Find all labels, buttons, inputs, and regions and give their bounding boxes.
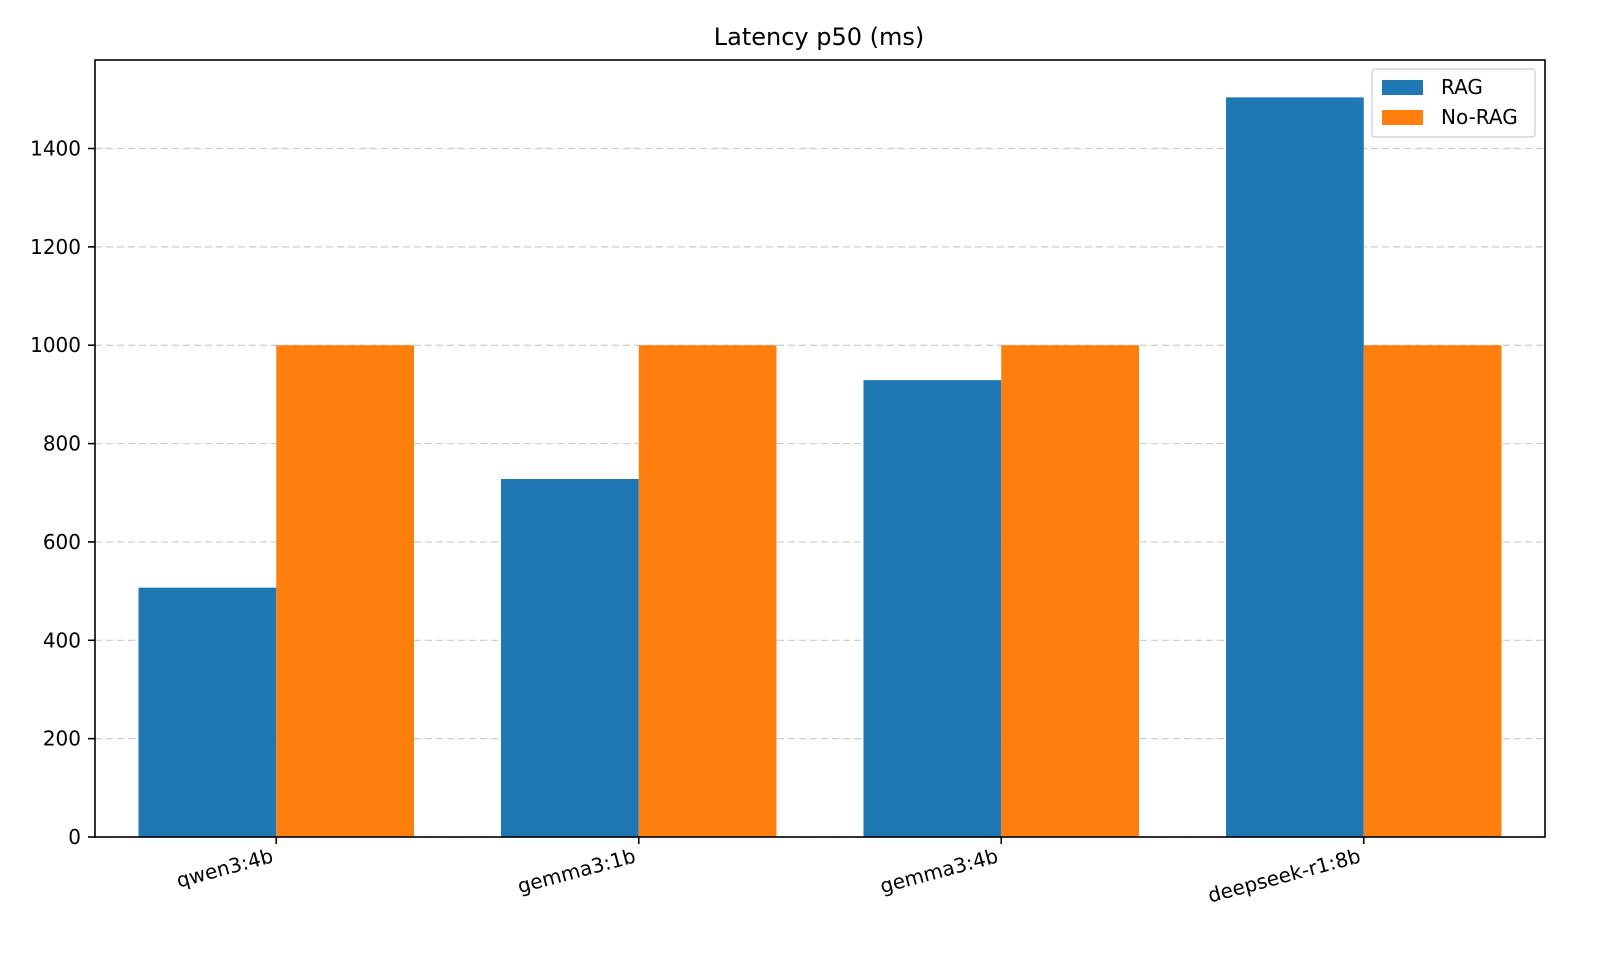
bars [138,97,1502,837]
x-tick-label: gemma3:4b [877,844,1000,899]
bar-no-rag [276,345,414,837]
x-tick-label: gemma3:1b [515,844,638,899]
x-axis: qwen3:4b gemma3:1b gemma3:4b deepseek-r1:8b [174,837,1365,908]
x-tick-label: qwen3:4b [174,844,276,893]
legend-swatch [1382,80,1423,95]
y-tick-label: 0 [68,825,81,849]
bar-no-rag [638,345,777,837]
y-tick-label: 400 [43,628,81,652]
y-axis: 0 200 400 600 800 1000 1200 1400 [30,137,95,849]
x-tick-label: deepseek-r1:8b [1205,844,1363,908]
bar-no-rag [1001,345,1139,837]
bar-rag [1226,97,1364,837]
bar-rag [138,587,277,837]
bar-rag [501,478,639,837]
bar-no-rag [1363,345,1502,837]
bar-rag [863,380,1002,837]
y-tick-label: 1400 [30,137,81,161]
y-tick-label: 600 [43,530,81,554]
legend-label: RAG [1441,75,1483,99]
y-tick-label: 1200 [30,235,81,259]
legend-swatch [1382,110,1423,125]
plot-frame [94,59,1546,838]
legend: RAG No-RAG [1371,68,1536,138]
y-tick-label: 200 [43,727,81,751]
legend-label: No-RAG [1441,105,1518,129]
chart-title: Latency p50 (ms) [714,23,925,51]
y-tick-label: 800 [43,432,81,456]
y-tick-label: 1000 [30,333,81,357]
